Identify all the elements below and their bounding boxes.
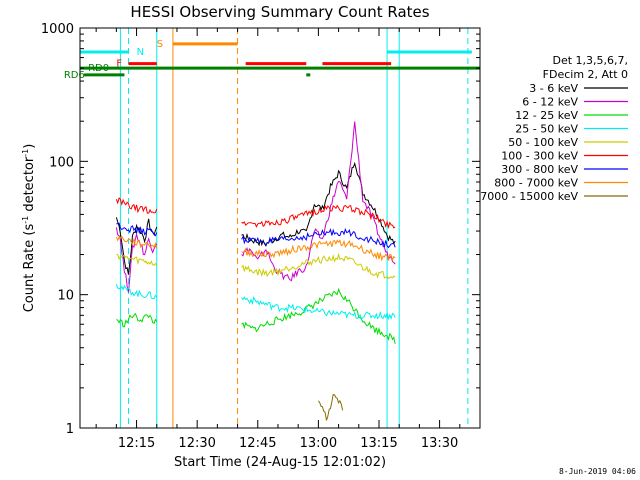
series-line: [116, 287, 396, 345]
y-tick-label: 1000: [41, 22, 74, 37]
y-axis-label-part: ): [22, 144, 37, 149]
x-tick-label: 13:30: [421, 436, 458, 451]
x-axis-label: Start Time (24-Aug-15 12:01:02): [174, 455, 386, 470]
plot-frame: [79, 27, 481, 429]
series-line: [115, 283, 396, 321]
flag-bar-label: F: [116, 59, 122, 70]
legend-entry-label: 50 - 100 keV: [508, 136, 578, 149]
series-line: [116, 222, 396, 249]
legend-header-line: Det 1,3,5,6,7,: [552, 54, 628, 67]
series-lines: [115, 121, 396, 421]
legend-entry-label: 100 - 300 keV: [501, 150, 578, 163]
legend-entry-label: 800 - 7000 keV: [494, 177, 578, 190]
x-tick-label: 12:45: [239, 436, 276, 451]
y-axis-label: Count Rate (s-1 detector-1): [21, 144, 37, 313]
series-line: [317, 394, 344, 421]
y-axis-label-sup: -1: [21, 149, 30, 157]
x-tick-label: 13:15: [360, 436, 397, 451]
y-axis: 1 10 100 1000: [41, 22, 480, 437]
y-axis-label-part: detector: [22, 156, 37, 216]
legend-entry-label: 300 - 800 keV: [501, 163, 578, 176]
legend-entry-label: 6 - 12 keV: [522, 96, 578, 109]
y-axis-label-sup: -1: [21, 216, 30, 224]
timestamp-stamp: 8-Jun-2019 04:06: [559, 467, 636, 476]
y-axis-label-part: Count Rate (s: [22, 224, 37, 313]
legend-entry-label: 7000 - 15000 keV: [480, 190, 578, 203]
y-tick-label: 10: [57, 289, 74, 304]
series-line: [115, 197, 396, 230]
legend-header-line: FDecim 2, Att 0: [543, 68, 628, 81]
x-tick-label: 12:30: [178, 436, 215, 451]
y-tick-label: 1: [66, 422, 74, 437]
flag-bar-label: N: [137, 47, 144, 58]
x-tick-label: 12:15: [118, 436, 155, 451]
y-tick-label: 100: [49, 155, 74, 170]
legend: Det 1,3,5,6,7, FDecim 2, Att 0 3 - 6 keV…: [480, 54, 628, 203]
legend-entry-label: 25 - 50 keV: [515, 123, 578, 136]
flag-bar-label: RD6: [64, 70, 85, 81]
x-axis: 12:15 12:30 12:45 13:00 13:15 13:30: [95, 28, 481, 451]
legend-entry-label: 3 - 6 keV: [529, 82, 578, 95]
series-line: [116, 252, 396, 280]
series-line: [115, 235, 396, 262]
flag-bar-label: RD0: [88, 63, 109, 74]
x-tick-label: 13:00: [300, 436, 337, 451]
flag-bar-label: S: [157, 39, 163, 50]
legend-entry-label: 12 - 25 keV: [515, 109, 578, 122]
chart-title: HESSI Observing Summary Count Rates: [130, 3, 429, 21]
